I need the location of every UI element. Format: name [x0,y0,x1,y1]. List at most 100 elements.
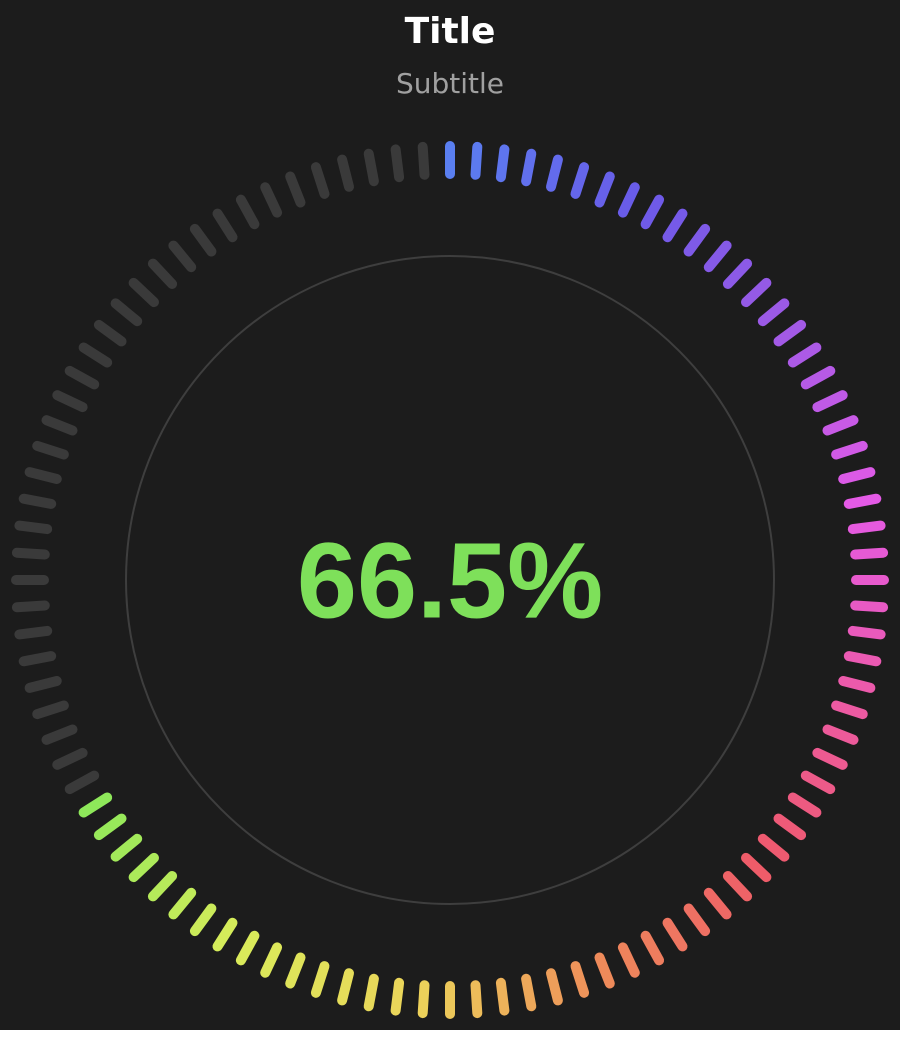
gauge-tick-inactive [78,342,113,368]
gauge-tick-active [521,973,537,1012]
gauge-tick-active [822,724,859,745]
gauge-tick-inactive [64,770,100,795]
gauge-tick-inactive [260,182,283,218]
gauge-tick-active [168,887,197,920]
gauge-tick-active [594,952,615,989]
gauge-tick-active [787,342,822,368]
gauge-tick-active [147,871,178,902]
gauge-tick-active [617,942,640,978]
gauge-tick-active [570,961,590,998]
gauge-tick-active [812,747,848,770]
gauge-tick-inactive [14,625,53,640]
gauge-tick-active [722,871,753,902]
gauge-tick-active [640,930,665,966]
gauge-tick-inactive [128,277,159,308]
gauge-tick-active [831,440,868,460]
gauge-tick-active [546,154,563,192]
gauge-tick-inactive [147,258,178,289]
gauge-tick-active [417,980,430,1019]
gauge-tick-inactive [41,415,78,436]
gauge-tick-active [800,770,836,795]
gauge-tick-active [546,968,563,1006]
gauge-tick-inactive [417,141,430,180]
gauge-value-label: 66.5% [297,520,603,641]
gauge-tick-inactive [168,240,197,273]
gauge-tick-active [773,319,807,347]
gauge-tick-active [847,520,886,535]
gauge-tick-inactive [32,440,69,460]
gauge-tick-active [838,467,876,484]
gauge-tick-active [235,930,260,966]
gauge-tick-active [662,208,688,243]
gauge-tick-inactive [52,390,88,413]
gauge-tick-inactive [11,600,50,613]
gauge-tick-active [773,813,807,841]
gauge-tick-active [850,547,889,560]
gauge-tick-inactive [18,493,57,509]
chart-title: Title [404,11,496,52]
gauge-tick-active [285,952,306,989]
gauge-tick-active [683,223,711,257]
gauge-tick-active [570,162,590,199]
gauge-tick-inactive [18,651,57,667]
gauge-tick-active [260,942,283,978]
gauge-tick-inactive [363,148,379,187]
gauge-tick-active [757,298,790,327]
gauge-tick-inactive [52,747,88,770]
gauge-tick-active [189,903,217,937]
gauge-tick-inactive [64,365,100,390]
gauge-tick-active [722,258,753,289]
gauge-tick-active [363,973,379,1012]
gauge-tick-active [843,493,882,509]
gauge-ticks [11,141,889,1019]
gauge-tick-inactive [212,208,238,243]
gauge-tick-active [703,887,732,920]
gauge-tick-active [495,977,510,1016]
gauge-tick-inactive [24,467,62,484]
gauge-tick-active [703,240,732,273]
gauge-tick-active [822,415,859,436]
chart-subtitle: Subtitle [395,67,505,100]
gauge-inner-ring [125,255,775,905]
gauge-tick-active [617,182,640,218]
gauge-tick-active [110,833,143,862]
gauge-tick-inactive [390,144,405,183]
gauge-tick-active [741,852,772,883]
gauge-tick-active [843,651,882,667]
gauge-tick-active [850,600,889,613]
gauge-tick-active [741,277,772,308]
gauge-tick-active [812,390,848,413]
gauge-tick-active [128,852,159,883]
gauge-tick-active [800,365,836,390]
gauge-tick-inactive [24,676,62,693]
gauge-tick-inactive [285,171,306,208]
gauge-tick-inactive [41,724,78,745]
gauge-tick-active [662,917,688,952]
gauge-tick-inactive [14,520,53,535]
gauge-tick-active [78,792,113,818]
gauge-tick-active [757,833,790,862]
gauge-tick-active [470,980,483,1019]
gauge-tick-active [847,625,886,640]
gauge-tick-active [838,676,876,693]
gauge-tick-inactive [93,319,127,347]
gauge-tick-inactive [337,154,354,192]
gauge-tick-active [787,792,822,818]
gauge-tick-active [640,194,665,230]
gauge-tick-active [337,968,354,1006]
gauge-tick-active [683,903,711,937]
gauge-tick-active [594,171,615,208]
gauge-tick-inactive [310,162,330,199]
gauge-tick-inactive [110,298,143,327]
gauge-tick-inactive [32,700,69,720]
gauge-tick-inactive [189,223,217,257]
gauge-tick-active [831,700,868,720]
gauge-tick-active [470,141,483,180]
gauge-tick-active [93,813,127,841]
gauge-tick-inactive [11,547,50,560]
gauge-tick-active [495,144,510,183]
gauge-tick-active [212,917,238,952]
gauge-tick-inactive [235,194,260,230]
